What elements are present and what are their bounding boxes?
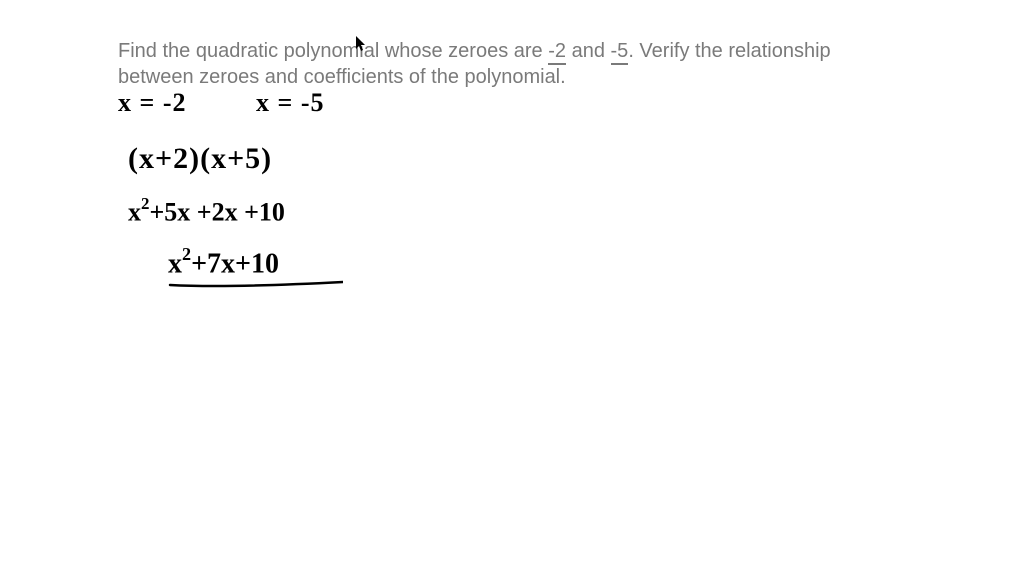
- work-line-1a: x = -2: [118, 88, 186, 118]
- problem-statement: Find the quadratic polynomial whose zero…: [118, 38, 898, 90]
- work-line-3: x2+5x +2x +10: [128, 196, 285, 228]
- l3-exp: 2: [141, 194, 149, 213]
- work-line-4: x2+7x+10: [168, 246, 279, 280]
- l3-post: +5x +2x +10: [149, 198, 284, 227]
- l4-exp: 2: [182, 244, 191, 264]
- l3-pre: x: [128, 198, 141, 227]
- problem-part-2: and: [566, 40, 610, 62]
- zero-value-1: -2: [548, 40, 566, 65]
- zero-value-2: -5: [611, 40, 629, 65]
- work-line-2: (x+2)(x+5): [128, 142, 272, 176]
- work-line-1b: x = -5: [256, 88, 324, 118]
- l4-post: +7x+10: [191, 248, 279, 279]
- problem-part-1: Find the quadratic polynomial whose zero…: [118, 40, 548, 62]
- l4-pre: x: [168, 248, 182, 279]
- answer-underline: [168, 280, 343, 290]
- mouse-cursor-icon: [356, 36, 368, 57]
